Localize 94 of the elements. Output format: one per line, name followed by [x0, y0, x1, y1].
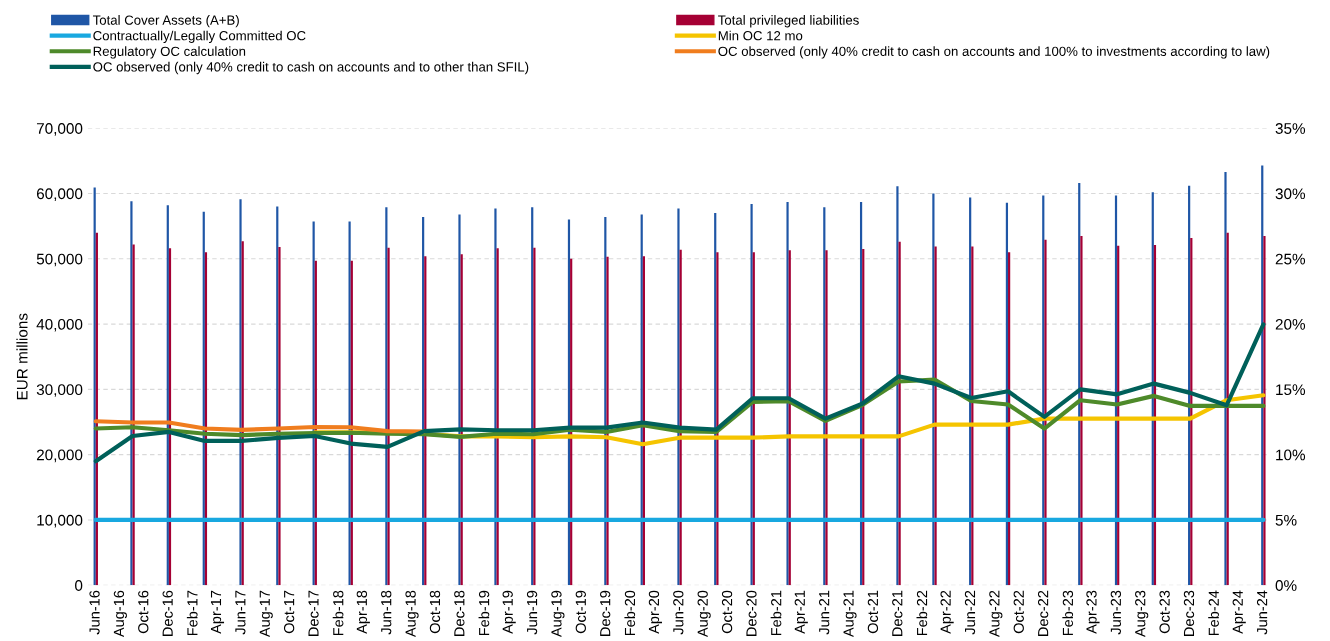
y2-tick-label: 5% — [1275, 514, 1297, 526]
legend-label: Regulatory OC calculation — [93, 46, 246, 59]
x-tick-label: Oct-18 — [429, 590, 441, 634]
x-tick-label: Dec-16 — [162, 590, 173, 636]
y-tick-label: 60,000 — [36, 188, 83, 201]
y-axis-title: EUR millions — [16, 313, 28, 400]
legend-label: Total Cover Assets (A+B) — [92, 15, 239, 28]
bar — [750, 203, 753, 586]
bar — [934, 246, 937, 586]
bar — [677, 208, 680, 586]
x-tick-label: Apr-21 — [794, 590, 808, 634]
bar — [825, 250, 828, 586]
x-tick-label: Dec-22 — [1037, 590, 1049, 636]
y-tick-label: 30,000 — [36, 384, 83, 397]
x-tick-label: Jun-16 — [89, 590, 100, 635]
y2-tick-label: 30% — [1275, 188, 1306, 200]
x-tick-label: Apr-19 — [502, 590, 516, 634]
x-tick-label: Feb-17 — [186, 590, 198, 636]
x-tick-label: Aug-18 — [405, 590, 419, 638]
bar — [896, 186, 899, 586]
x-tick-label: Apr-17 — [210, 590, 225, 634]
y-tick-label: 40,000 — [36, 318, 83, 332]
x-tick-label: Oct-16 — [138, 590, 149, 634]
x-tick-label: Feb-22 — [916, 590, 928, 636]
y-tick-label: 70,000 — [36, 123, 83, 136]
y-tick-label: 0 — [75, 580, 83, 591]
x-tick-label: Jun-18 — [381, 590, 392, 635]
x-tick-label: Feb-19 — [478, 590, 490, 636]
legend-label: Contractually/Legally Committed OC — [93, 30, 306, 43]
x-tick-label: Jun-19 — [526, 590, 538, 635]
bar — [1224, 171, 1227, 586]
x-tick-label: Aug-17 — [259, 590, 273, 638]
x-tick-label: Dec-18 — [454, 590, 465, 636]
x-tick-label: Feb-20 — [624, 590, 636, 636]
bar — [716, 252, 719, 586]
x-tick-label: Jun-22 — [964, 590, 976, 635]
x-tick-label: Feb-21 — [770, 590, 782, 636]
x-tick-label: Apr-23 — [1086, 590, 1100, 634]
bar — [1080, 235, 1083, 586]
x-tick-label: Jun-20 — [673, 590, 684, 635]
x-tick-label: Dec-19 — [600, 590, 611, 636]
y2-tick-label: 0% — [1275, 580, 1297, 591]
legend-label: Min OC 12 mo — [718, 30, 803, 41]
line-series — [93, 322, 1266, 464]
bar — [130, 201, 133, 586]
x-tick-label: Feb-18 — [332, 590, 344, 636]
bar — [786, 201, 789, 586]
bar — [606, 256, 609, 586]
line-series — [93, 419, 427, 434]
x-tick-label: Jun-21 — [819, 590, 830, 635]
legend-label: Total privileged liabilities — [718, 15, 859, 28]
y-tick-label: 10,000 — [37, 514, 83, 528]
x-tick-label: Aug-22 — [989, 590, 1003, 638]
y-tick-label: 50,000 — [36, 253, 83, 267]
x-tick-label: Apr-22 — [940, 590, 954, 634]
y2-tick-label: 20% — [1275, 318, 1306, 330]
y-tick-label: 20,000 — [36, 449, 83, 463]
x-tick-label: Oct-20 — [721, 590, 733, 634]
x-tick-label: Oct-21 — [867, 590, 879, 634]
x-tick-label: Aug-23 — [1135, 590, 1149, 638]
x-tick-label: Aug-20 — [697, 590, 711, 638]
y2-tick-label: 35% — [1275, 123, 1306, 134]
x-tick-label: Oct-19 — [575, 590, 586, 634]
x-tick-label: Aug-21 — [843, 590, 857, 638]
x-tick-label: Apr-18 — [356, 590, 370, 634]
legend-label: OC observed (only 40% credit to cash on accounts and to other than SFIL) — [93, 61, 529, 75]
y2-tick-label: 25% — [1275, 253, 1306, 265]
x-tick-label: Aug-19 — [551, 590, 565, 638]
x-tick-label: Jun-17 — [235, 590, 246, 635]
x-tick-label: Aug-16 — [113, 590, 127, 638]
x-tick-label: Oct-22 — [1013, 590, 1024, 634]
x-tick-label: Apr-24 — [1232, 590, 1246, 634]
bar — [239, 199, 242, 586]
x-tick-label: Oct-17 — [283, 590, 295, 634]
bar — [458, 214, 461, 586]
x-tick-label: Oct-23 — [1159, 590, 1170, 634]
y2-tick-label: 15% — [1276, 384, 1306, 396]
bar — [1263, 235, 1266, 586]
x-tick-label: Feb-24 — [1208, 590, 1219, 636]
x-tick-label: Dec-21 — [892, 590, 903, 636]
x-tick-label: Dec-23 — [1183, 590, 1195, 636]
bar — [278, 247, 281, 586]
legend-label: OC observed (only 40% credit to cash on accounts and 100% to investments according to law) — [718, 46, 1270, 59]
y2-tick-label: 10% — [1276, 449, 1306, 461]
x-tick-label: Feb-23 — [1062, 590, 1074, 636]
bar — [533, 247, 536, 586]
x-tick-label: Dec-17 — [308, 590, 319, 636]
bar — [387, 247, 390, 586]
x-tick-label: Dec-20 — [746, 590, 757, 636]
x-tick-label: Jun-24 — [1256, 590, 1268, 635]
bar — [1044, 239, 1047, 586]
bar — [494, 208, 497, 586]
x-tick-label: Apr-20 — [648, 590, 662, 634]
x-tick-label: Jun-23 — [1110, 590, 1122, 635]
